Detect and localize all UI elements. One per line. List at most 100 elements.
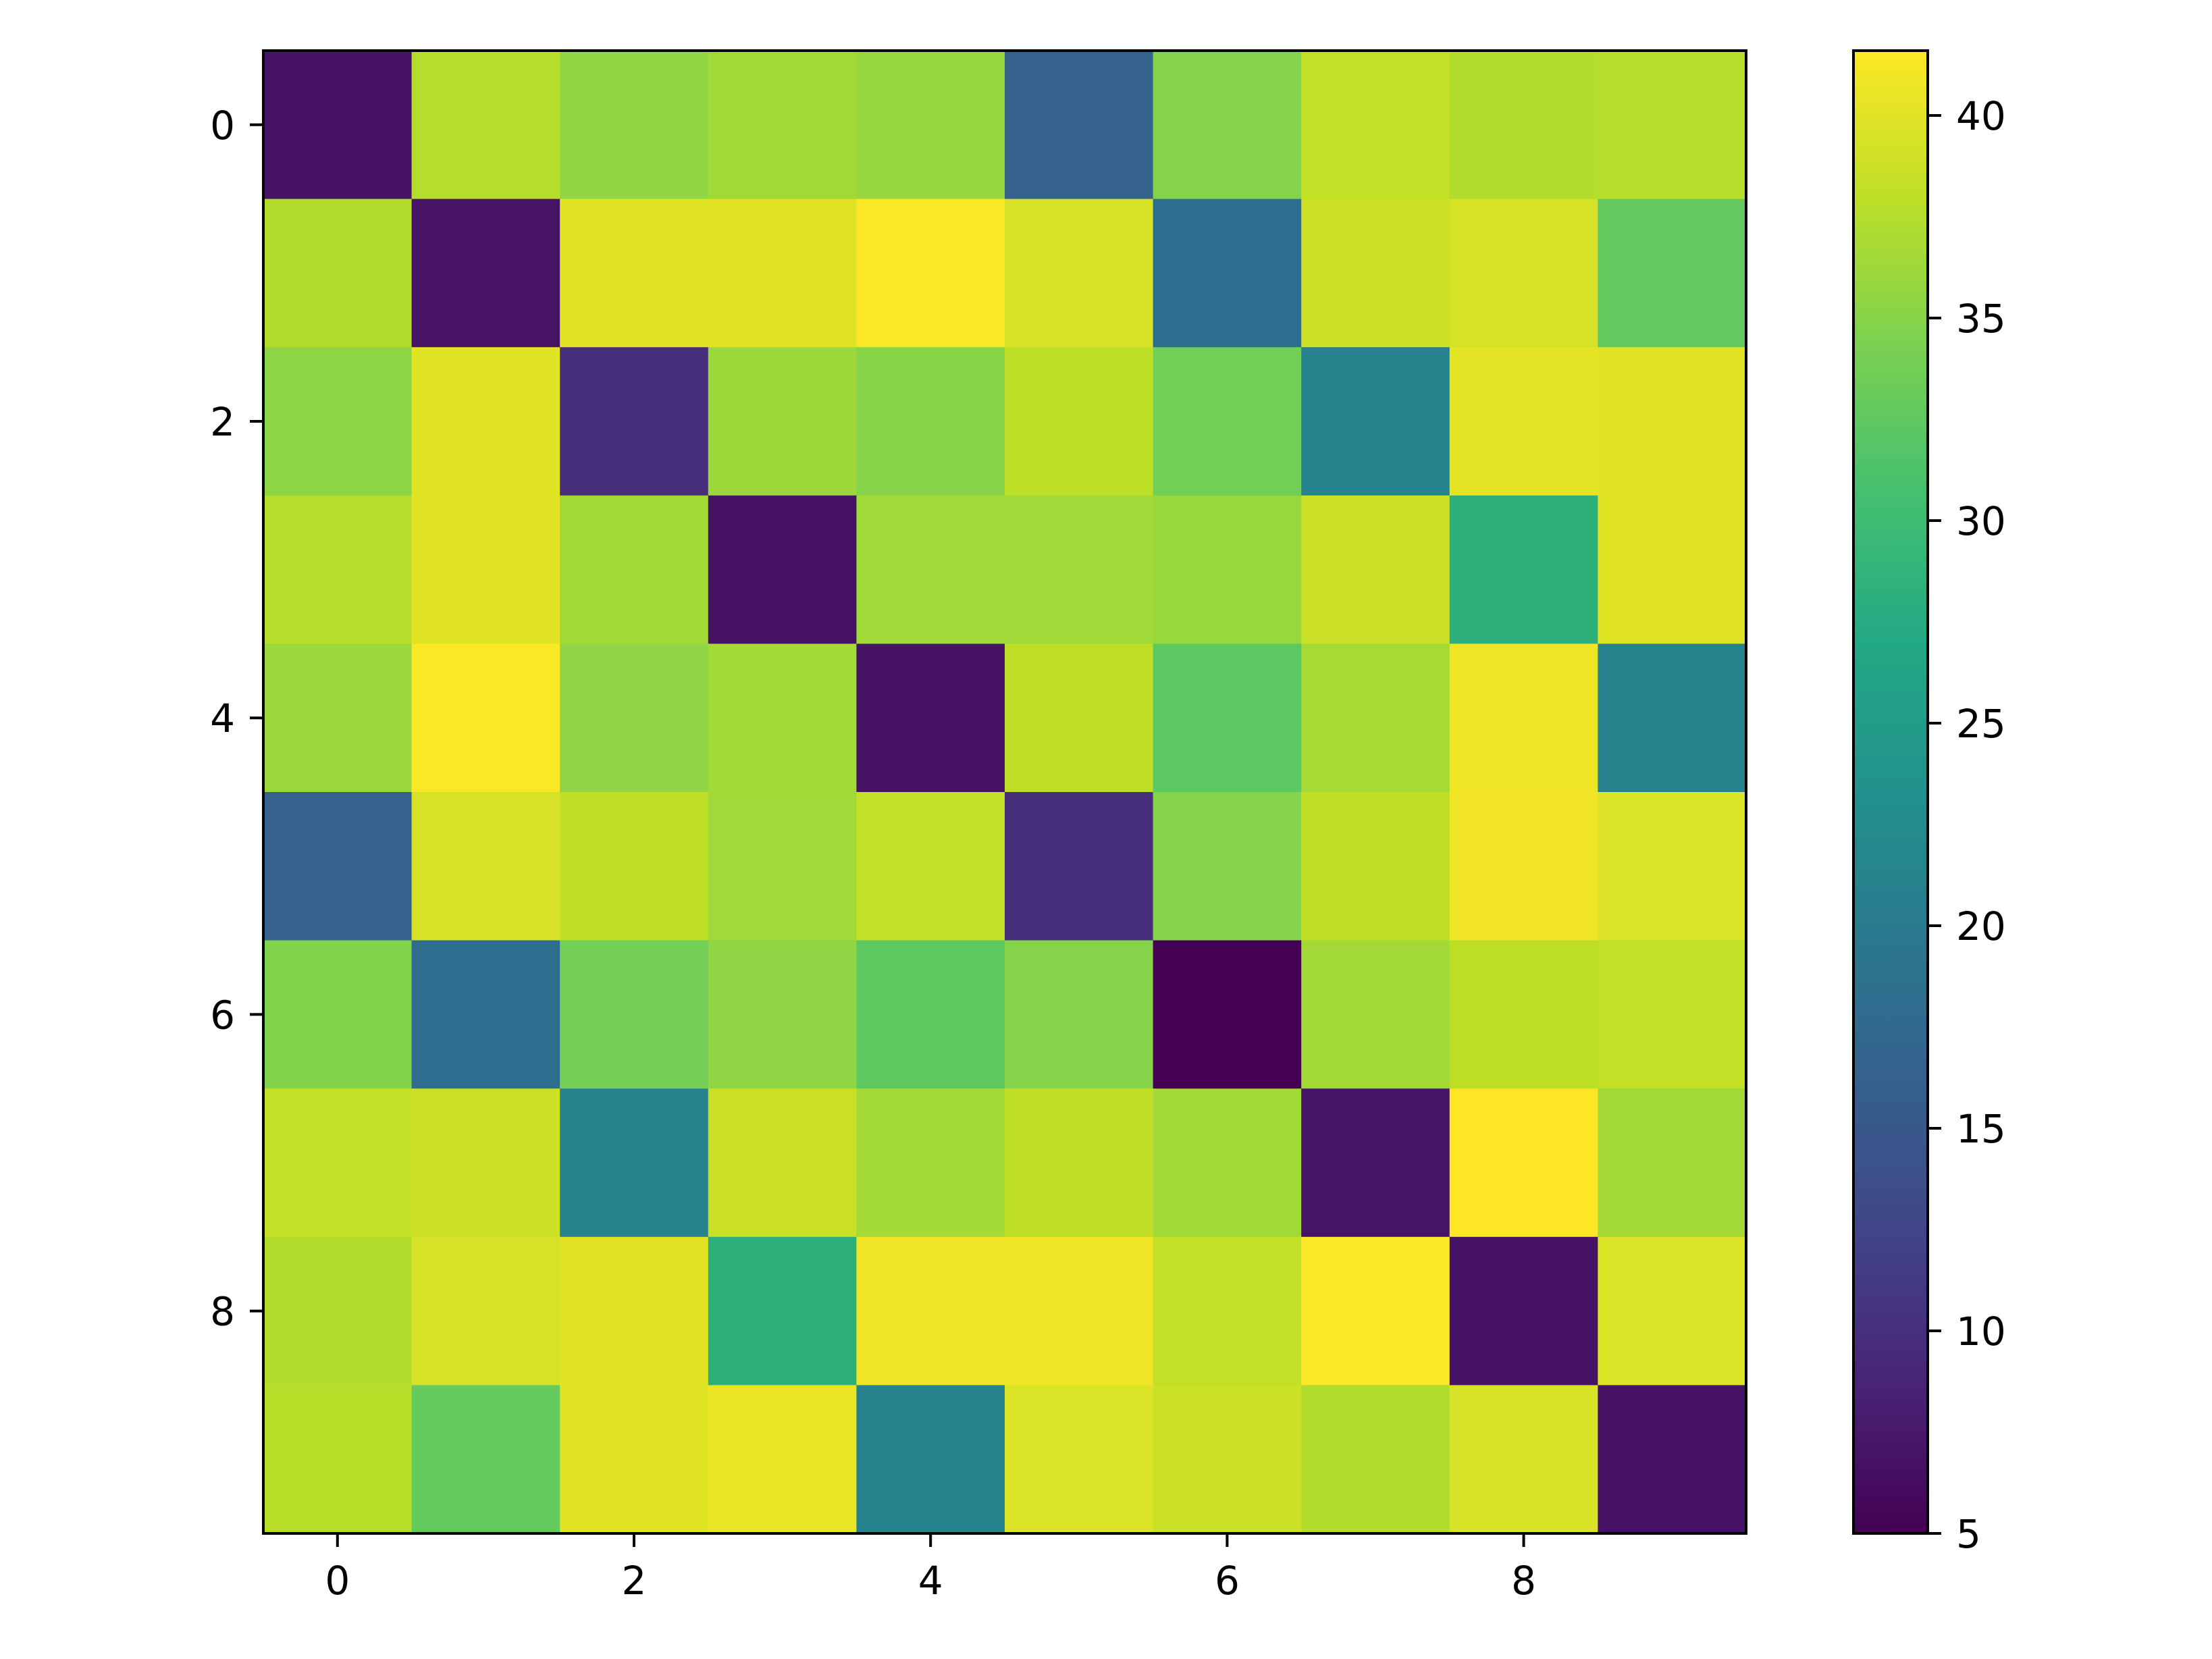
heatmap-cell-r2-c8 — [1449, 347, 1598, 496]
x-tick-label: 0 — [325, 1558, 350, 1604]
heatmap-cell-r2-c1 — [411, 347, 560, 496]
heatmap-cell-r2-c5 — [1005, 347, 1154, 496]
heatmap-cell-r8-c3 — [708, 1236, 857, 1386]
heatmap-cell-r5-c9 — [1598, 792, 1747, 941]
heatmap-cell-r8-c7 — [1301, 1236, 1450, 1386]
heatmap-cell-r8-c8 — [1449, 1236, 1598, 1386]
heatmap-cell-r3-c3 — [708, 495, 857, 644]
heatmap-cell-r6-c8 — [1449, 940, 1598, 1089]
x-tick-label: 4 — [918, 1558, 943, 1604]
heatmap-cell-r9-c3 — [708, 1385, 857, 1534]
heatmap-cell-r3-c5 — [1005, 495, 1154, 644]
heatmap-cell-r2-c4 — [856, 347, 1005, 496]
heatmap-cell-r6-c6 — [1153, 940, 1302, 1089]
colorbar-frame — [1852, 49, 1929, 1535]
heatmap-cell-r8-c1 — [411, 1236, 560, 1386]
x-tick-label: 6 — [1215, 1558, 1240, 1604]
heatmap-cell-r4-c2 — [560, 643, 709, 793]
heatmap-cell-r4-c5 — [1005, 643, 1154, 793]
heatmap-cell-r5-c4 — [856, 792, 1005, 941]
heatmap-cell-r7-c9 — [1598, 1088, 1747, 1238]
colorbar-tick-label: 30 — [1956, 498, 2006, 544]
heatmap-cell-r5-c8 — [1449, 792, 1598, 941]
heatmap-cell-r0-c0 — [263, 51, 413, 200]
heatmap-cell-r4-c0 — [263, 643, 413, 793]
heatmap-cell-r9-c6 — [1153, 1385, 1302, 1534]
heatmap-cell-r7-c8 — [1449, 1088, 1598, 1238]
heatmap-cell-r6-c7 — [1301, 940, 1450, 1089]
heatmap-cell-r4-c1 — [411, 643, 560, 793]
colorbar-tick-label: 40 — [1956, 93, 2006, 139]
heatmap-cell-r4-c6 — [1153, 643, 1302, 793]
y-tick-label: 0 — [210, 103, 235, 149]
heatmap-cell-r4-c3 — [708, 643, 857, 793]
x-tick-label: 8 — [1511, 1558, 1536, 1604]
heatmap-cell-r1-c3 — [708, 199, 857, 348]
heatmap-cell-r8-c2 — [560, 1236, 709, 1386]
colorbar-axis: 5 10 15 20 25 30 35 40 — [1928, 93, 2006, 1557]
heatmap-cell-r7-c2 — [560, 1088, 709, 1238]
heatmap-cell-r8-c4 — [856, 1236, 1005, 1386]
heatmap-cell-r7-c7 — [1301, 1088, 1450, 1238]
heatmap-cell-r0-c1 — [411, 51, 560, 200]
heatmap-cell-r3-c0 — [263, 495, 413, 644]
x-tick-label: 2 — [622, 1558, 647, 1604]
heatmap-cell-r3-c6 — [1153, 495, 1302, 644]
heatmap-cell-r3-c7 — [1301, 495, 1450, 644]
heatmap-cell-r7-c1 — [411, 1088, 560, 1238]
heatmap-cell-r4-c9 — [1598, 643, 1747, 793]
heatmap-cell-r2-c6 — [1153, 347, 1302, 496]
heatmap-cell-r2-c3 — [708, 347, 857, 496]
heatmap-cell-r3-c2 — [560, 495, 709, 644]
heatmap-cell-r9-c5 — [1005, 1385, 1154, 1534]
heatmap-cell-r0-c6 — [1153, 51, 1302, 200]
heatmap-cell-r1-c5 — [1005, 199, 1154, 348]
heatmap-cells — [263, 51, 1747, 1534]
heatmap-cell-r3-c8 — [1449, 495, 1598, 644]
heatmap-cell-r0-c4 — [856, 51, 1005, 200]
heatmap-cell-r4-c8 — [1449, 643, 1598, 793]
heatmap-cell-r0-c9 — [1598, 51, 1747, 200]
heatmap-cell-r1-c9 — [1598, 199, 1747, 348]
heatmap-cell-r8-c6 — [1153, 1236, 1302, 1386]
heatmap-cell-r8-c5 — [1005, 1236, 1154, 1386]
heatmap-cell-r9-c1 — [411, 1385, 560, 1534]
heatmap-cell-r5-c1 — [411, 792, 560, 941]
y-tick-label: 8 — [210, 1289, 235, 1335]
heatmap-cell-r6-c1 — [411, 940, 560, 1089]
colorbar-tick-label: 15 — [1956, 1106, 2006, 1152]
heatmap-cell-r7-c4 — [856, 1088, 1005, 1238]
colorbar-tick-label: 35 — [1956, 296, 2006, 342]
heatmap-cell-r9-c0 — [263, 1385, 413, 1534]
heatmap-cell-r7-c5 — [1005, 1088, 1154, 1238]
heatmap-cell-r8-c0 — [263, 1236, 413, 1386]
heatmap-cell-r9-c2 — [560, 1385, 709, 1534]
heatmap-cell-r1-c4 — [856, 199, 1005, 348]
y-axis: 0 2 4 6 8 — [210, 103, 263, 1335]
heatmap-cell-r2-c9 — [1598, 347, 1747, 496]
heatmap-cell-r5-c5 — [1005, 792, 1154, 941]
heatmap-cell-r1-c8 — [1449, 199, 1598, 348]
heatmap-cell-r5-c6 — [1153, 792, 1302, 941]
colorbar-tick-label: 5 — [1956, 1511, 1981, 1557]
heatmap-cell-r6-c3 — [708, 940, 857, 1089]
heatmap-cell-r2-c2 — [560, 347, 709, 496]
heatmap-cell-r1-c0 — [263, 199, 413, 348]
heatmap-cell-r1-c1 — [411, 199, 560, 348]
y-tick-label: 4 — [210, 695, 235, 741]
colorbar — [1853, 51, 1928, 1533]
heatmap-cell-r9-c4 — [856, 1385, 1005, 1534]
x-axis: 0 2 4 6 8 — [325, 1533, 1536, 1604]
heatmap-cell-r6-c0 — [263, 940, 413, 1089]
colorbar-tick-label: 25 — [1956, 701, 2006, 747]
heatmap-cell-r3-c4 — [856, 495, 1005, 644]
heatmap-cell-r5-c2 — [560, 792, 709, 941]
heatmap-cell-r7-c0 — [263, 1088, 413, 1238]
heatmap-cell-r6-c9 — [1598, 940, 1747, 1089]
heatmap-cell-r4-c4 — [856, 643, 1005, 793]
heatmap-cell-r6-c5 — [1005, 940, 1154, 1089]
y-tick-label: 2 — [210, 399, 235, 445]
heatmap-cell-r7-c3 — [708, 1088, 857, 1238]
heatmap-cell-r1-c7 — [1301, 199, 1450, 348]
